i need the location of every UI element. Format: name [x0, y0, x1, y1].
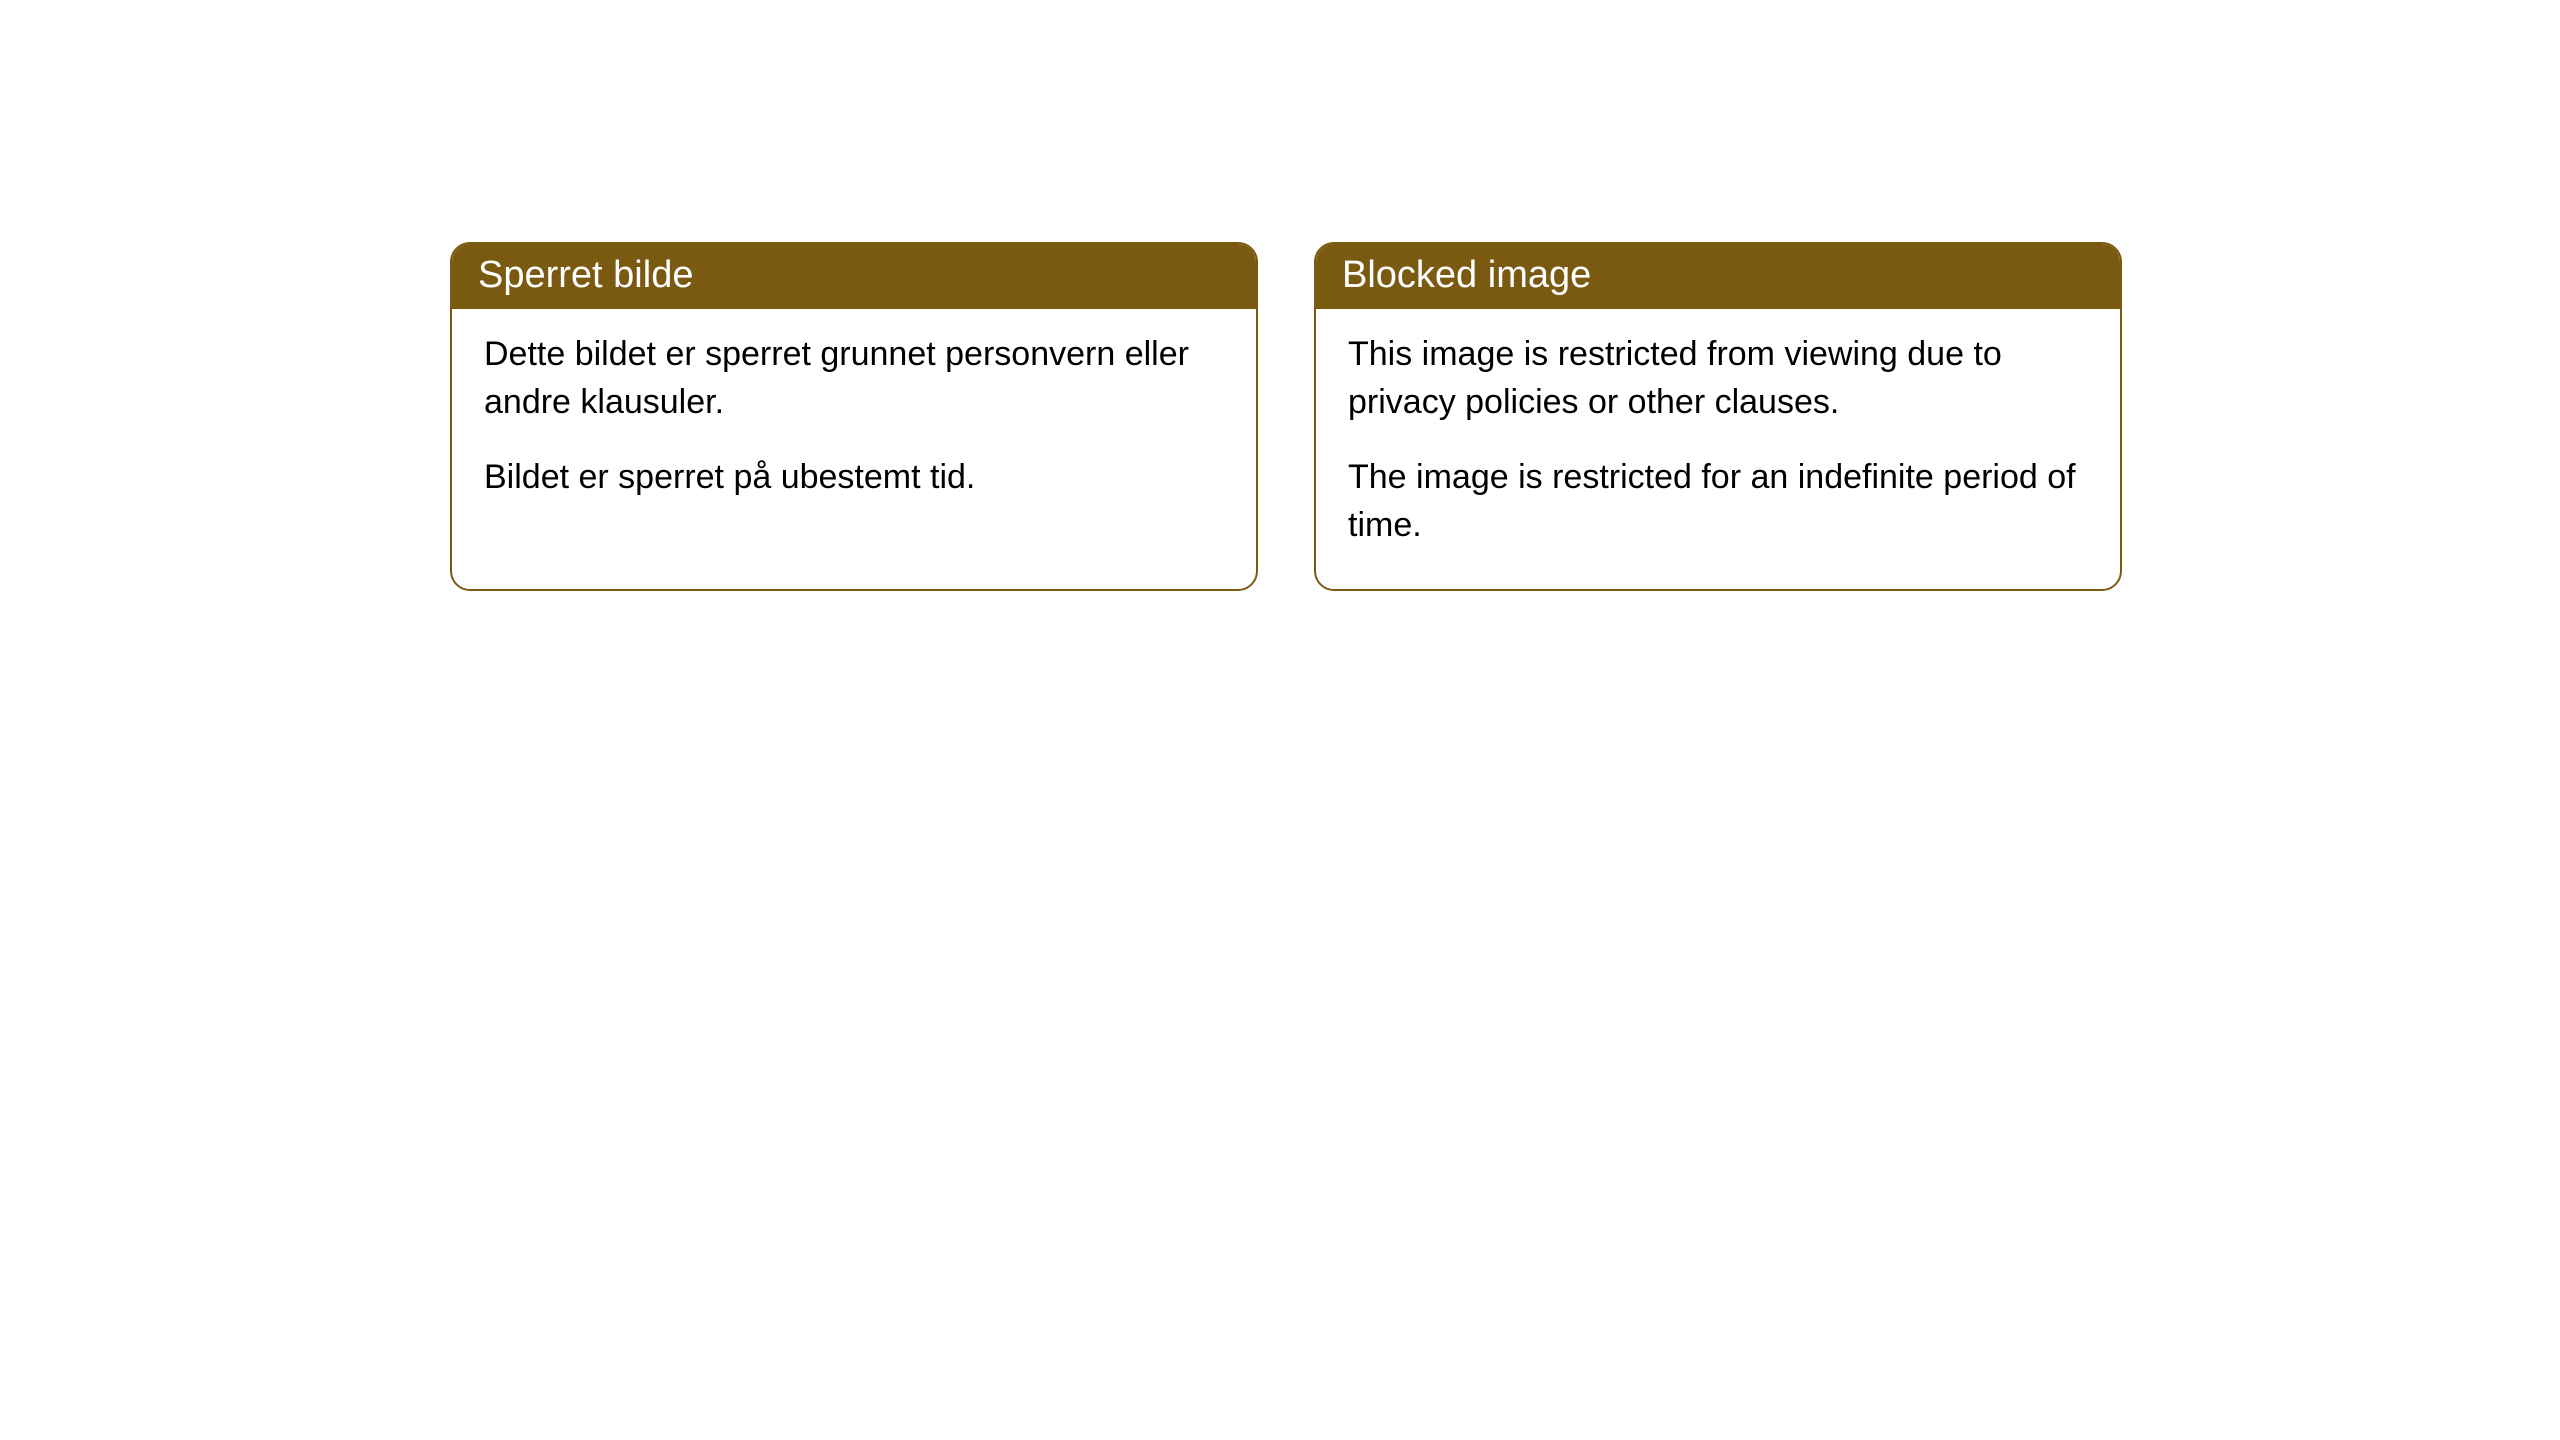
- notice-card-english: Blocked image This image is restricted f…: [1314, 242, 2122, 591]
- card-header-norwegian: Sperret bilde: [452, 244, 1256, 309]
- card-body-norwegian: Dette bildet er sperret grunnet personve…: [452, 309, 1256, 542]
- card-paragraph: Dette bildet er sperret grunnet personve…: [484, 331, 1224, 426]
- card-paragraph: This image is restricted from viewing du…: [1348, 331, 2088, 426]
- card-body-english: This image is restricted from viewing du…: [1316, 309, 2120, 589]
- card-paragraph: The image is restricted for an indefinit…: [1348, 454, 2088, 549]
- notice-cards-container: Sperret bilde Dette bildet er sperret gr…: [0, 0, 2560, 591]
- notice-card-norwegian: Sperret bilde Dette bildet er sperret gr…: [450, 242, 1258, 591]
- card-header-english: Blocked image: [1316, 244, 2120, 309]
- card-paragraph: Bildet er sperret på ubestemt tid.: [484, 454, 1224, 502]
